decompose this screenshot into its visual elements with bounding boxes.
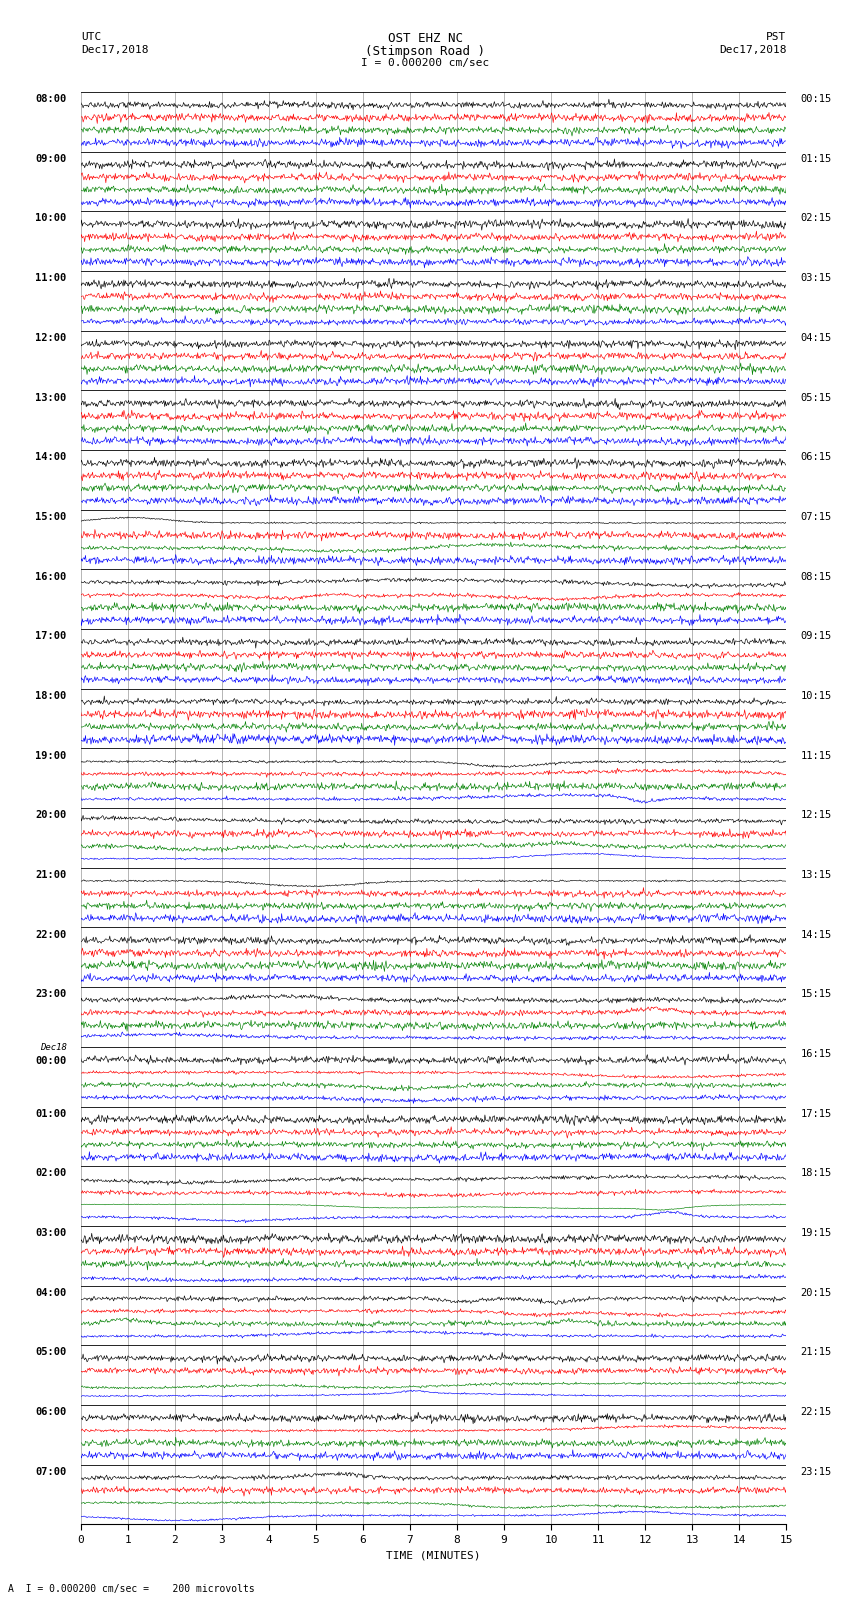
Text: 23:15: 23:15 [801,1466,831,1478]
Text: 03:15: 03:15 [801,273,831,284]
Text: 00:00: 00:00 [36,1057,66,1066]
Text: 18:15: 18:15 [801,1168,831,1179]
Text: 15:00: 15:00 [36,511,66,523]
Text: 21:15: 21:15 [801,1347,831,1358]
Text: 08:15: 08:15 [801,571,831,582]
Text: 17:15: 17:15 [801,1108,831,1119]
Text: 06:00: 06:00 [36,1407,66,1418]
Text: 01:15: 01:15 [801,153,831,165]
Text: 18:00: 18:00 [36,690,66,702]
Text: 11:00: 11:00 [36,273,66,284]
Text: 20:00: 20:00 [36,810,66,821]
Text: 07:15: 07:15 [801,511,831,523]
Text: 01:00: 01:00 [36,1108,66,1119]
Text: 11:15: 11:15 [801,750,831,761]
Text: 15:15: 15:15 [801,989,831,1000]
Text: 16:00: 16:00 [36,571,66,582]
Text: 04:00: 04:00 [36,1287,66,1298]
Text: PST: PST [766,32,786,42]
Text: 20:15: 20:15 [801,1287,831,1298]
Text: 00:15: 00:15 [801,94,831,105]
Text: 09:15: 09:15 [801,631,831,642]
Text: Dec17,2018: Dec17,2018 [719,45,786,55]
Text: 14:00: 14:00 [36,452,66,463]
Text: (Stimpson Road ): (Stimpson Road ) [365,45,485,58]
Text: 16:15: 16:15 [801,1048,831,1060]
Text: Dec18: Dec18 [40,1042,66,1052]
Text: 12:15: 12:15 [801,810,831,821]
Text: I = 0.000200 cm/sec: I = 0.000200 cm/sec [361,58,489,68]
Text: 19:00: 19:00 [36,750,66,761]
Text: 12:00: 12:00 [36,332,66,344]
Text: 13:00: 13:00 [36,392,66,403]
Text: OST EHZ NC: OST EHZ NC [388,32,462,45]
Text: 02:15: 02:15 [801,213,831,224]
Text: 23:00: 23:00 [36,989,66,1000]
X-axis label: TIME (MINUTES): TIME (MINUTES) [386,1550,481,1560]
Text: 13:15: 13:15 [801,869,831,881]
Text: 17:00: 17:00 [36,631,66,642]
Text: 22:00: 22:00 [36,929,66,940]
Text: 05:00: 05:00 [36,1347,66,1358]
Text: 10:00: 10:00 [36,213,66,224]
Text: 05:15: 05:15 [801,392,831,403]
Text: 08:00: 08:00 [36,94,66,105]
Text: 06:15: 06:15 [801,452,831,463]
Text: 14:15: 14:15 [801,929,831,940]
Text: 19:15: 19:15 [801,1227,831,1239]
Text: 09:00: 09:00 [36,153,66,165]
Text: 21:00: 21:00 [36,869,66,881]
Text: A  I = 0.000200 cm/sec =    200 microvolts: A I = 0.000200 cm/sec = 200 microvolts [8,1584,255,1594]
Text: 04:15: 04:15 [801,332,831,344]
Text: 03:00: 03:00 [36,1227,66,1239]
Text: 02:00: 02:00 [36,1168,66,1179]
Text: 10:15: 10:15 [801,690,831,702]
Text: 07:00: 07:00 [36,1466,66,1478]
Text: 22:15: 22:15 [801,1407,831,1418]
Text: UTC: UTC [81,32,101,42]
Text: Dec17,2018: Dec17,2018 [81,45,148,55]
